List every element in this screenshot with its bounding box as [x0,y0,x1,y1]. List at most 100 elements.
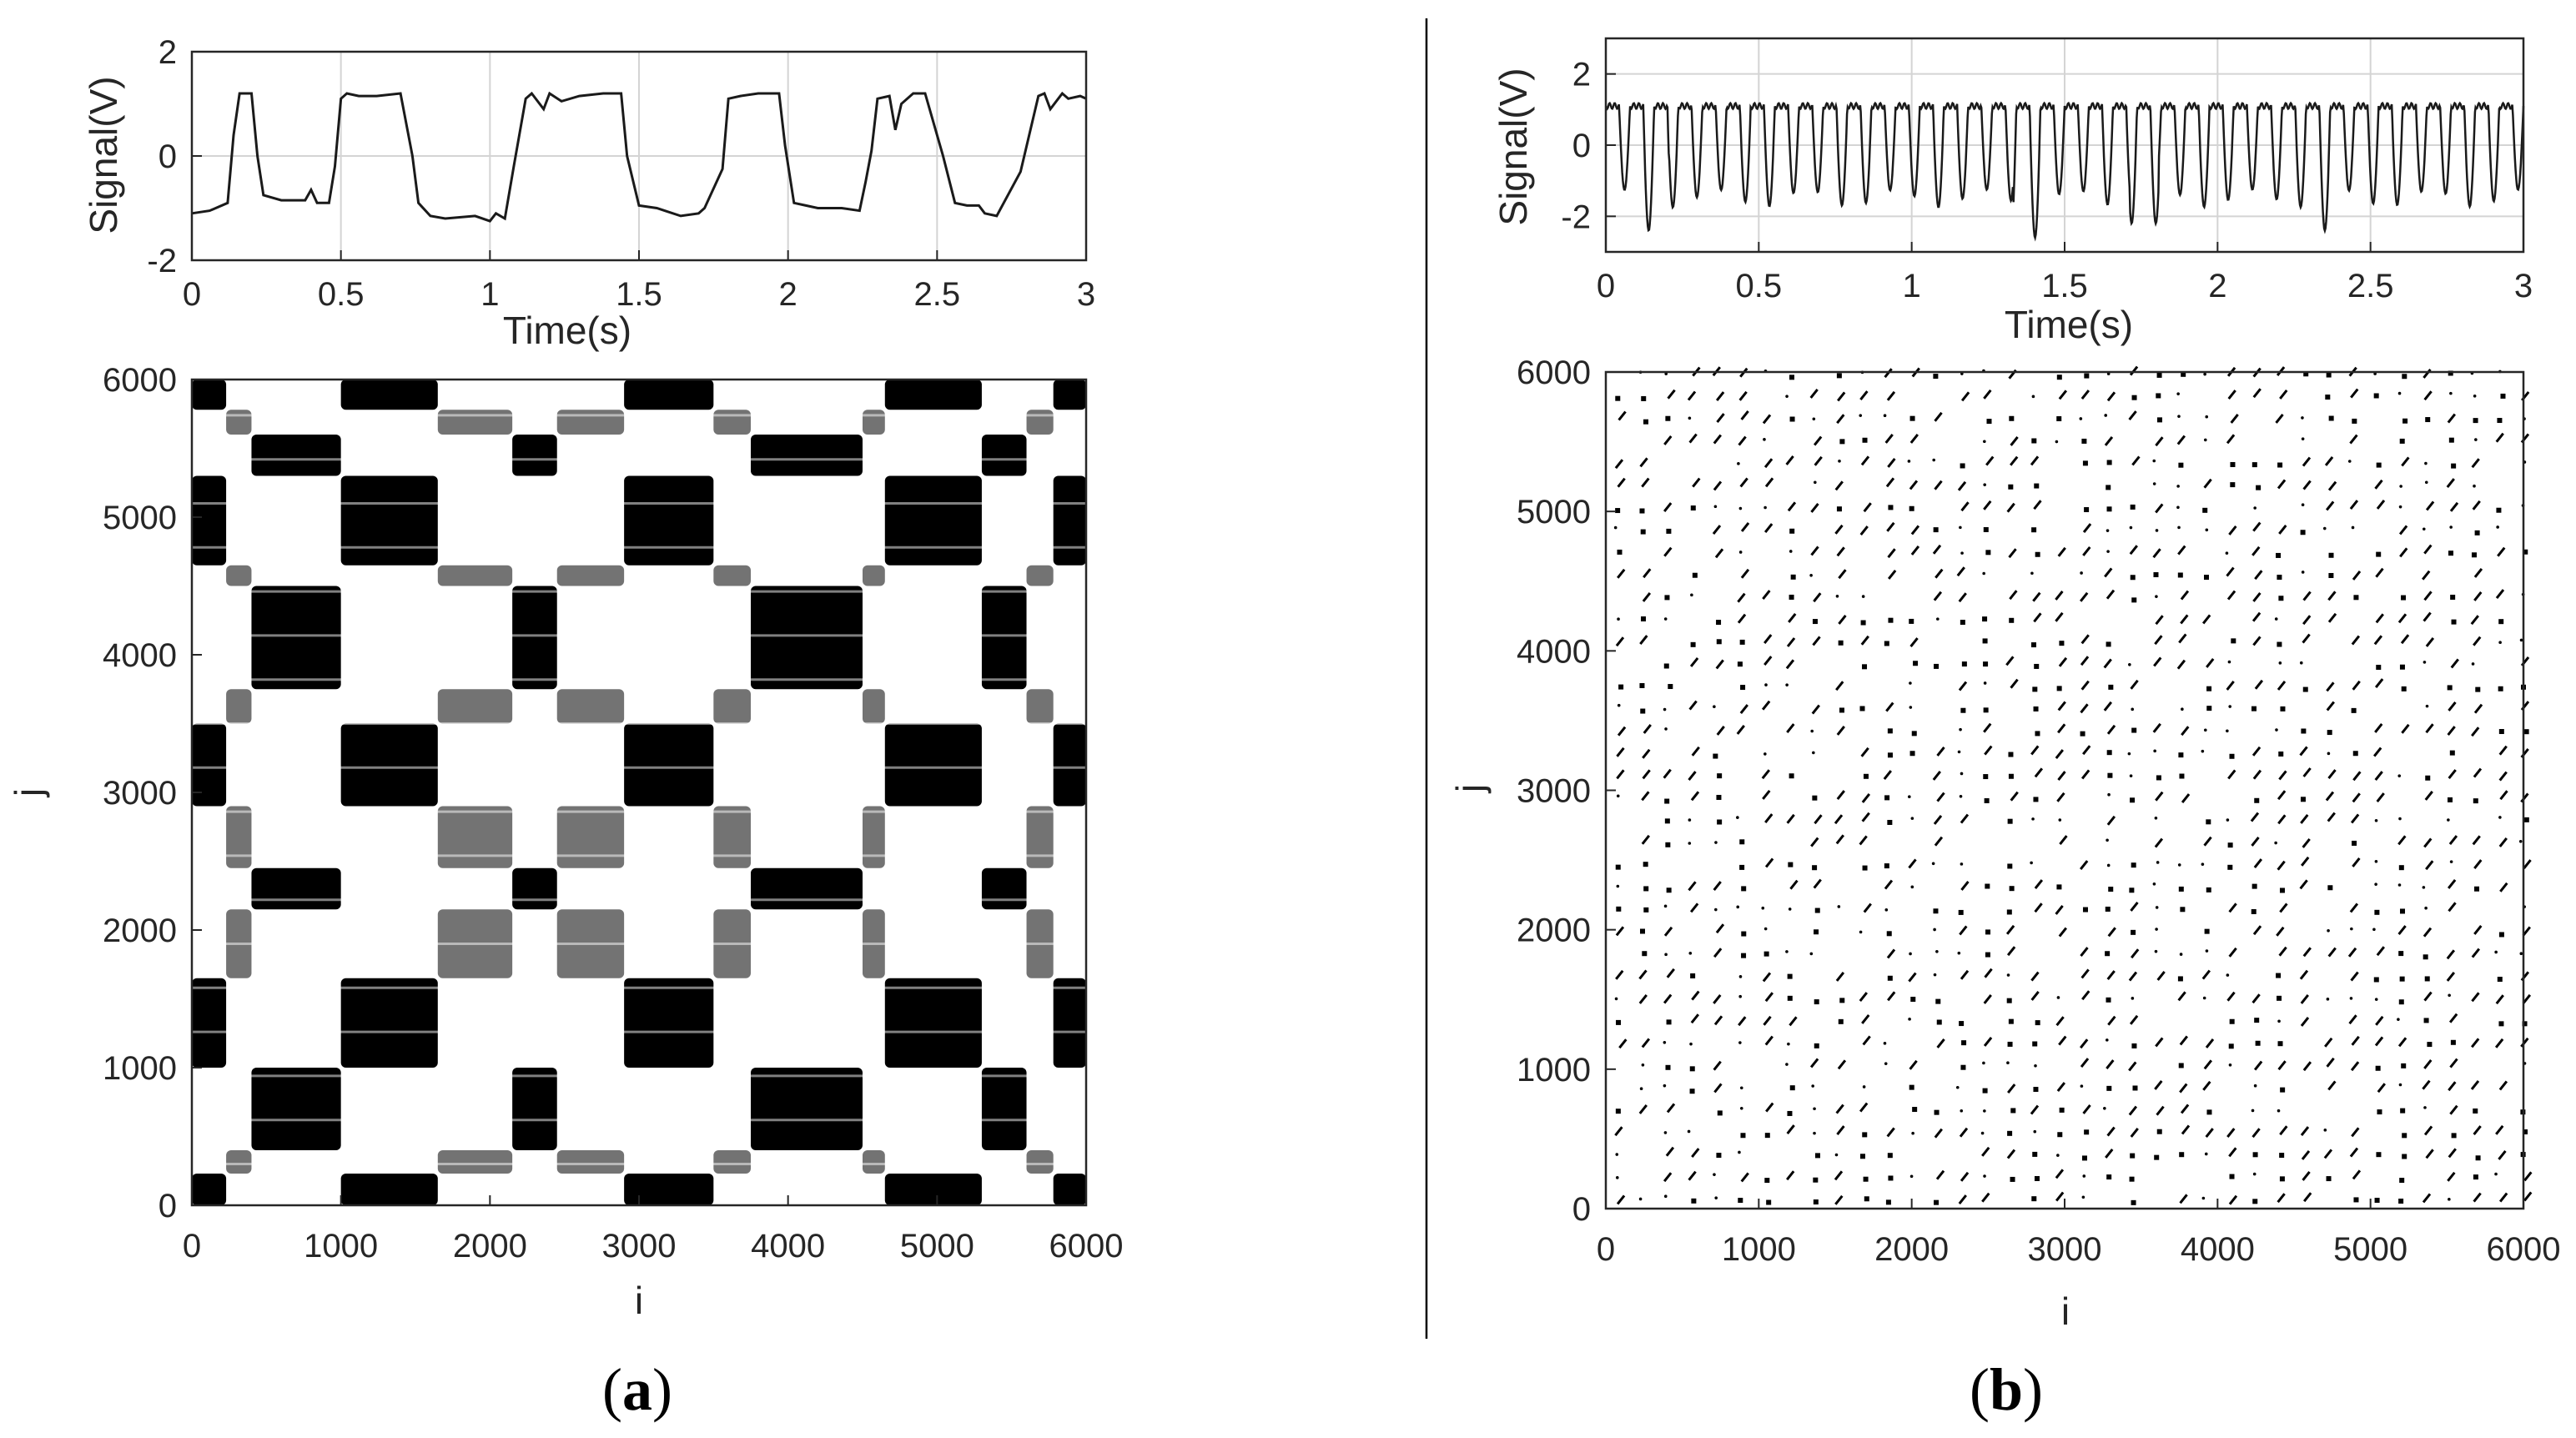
recurrence-mark [2519,952,2523,956]
recurrence-block [340,978,438,1068]
recurrence-mark [2031,395,2035,399]
recurrence-mark [2351,1035,2360,1046]
recurrence-mark [2422,886,2426,889]
recurrence-mark [2010,678,2019,689]
panel-a-signal-line [191,91,1087,223]
recurrence-mark [2128,662,2131,666]
recurrence-mark [1689,1089,1695,1094]
recurrence-mark [2107,772,2113,778]
recurrence-mark [1642,748,1651,759]
recurrence-mark [2131,1199,2136,1205]
recurrence-mark [1738,1150,1741,1154]
recurrence-mark [2251,706,2257,711]
recurrence-mark [1983,722,1992,733]
recurrence-mark [1789,1085,1795,1091]
panel-a-signal-grid [191,51,1087,261]
x-tick-label: 1 [1903,268,1921,304]
x-tick-label: 3000 [2028,1231,2102,1268]
recurrence-mark [2152,548,2161,559]
recurrence-block [713,1150,751,1174]
recurrence-mark [2423,1125,2433,1136]
recurrence-mark [1763,458,1774,469]
recurrence-mark [1763,752,1767,756]
recurrence-mark [2402,1154,2407,1159]
recurrence-mark [2204,1152,2208,1156]
recurrence-mark [2080,769,2090,780]
recurrence-mark [2397,613,2407,624]
recurrence-block [884,1174,982,1205]
recurrence-mark [2106,506,2112,512]
recurrence-mark [2080,634,2090,645]
recurrence-mark [2518,839,2523,843]
recurrence-mark [2327,612,2337,623]
recurrence-mark [1862,664,1868,670]
recurrence-mark [1814,929,1819,935]
recurrence-mark [2451,619,2457,625]
recurrence-mark [2203,1059,2213,1070]
recurrence-mark [2231,638,2236,644]
recurrence-mark [2402,1133,2407,1139]
recurrence-mark [1618,1038,1628,1049]
recurrence-mark [2255,1040,2261,1046]
recurrence-mark [2301,1149,2311,1160]
recurrence-mark [2055,1169,2065,1179]
recurrence-mark [2471,948,2481,958]
caption-b-letter: b [1990,1356,2023,1423]
recurrence-mark [1789,550,1793,553]
recurrence-mark [2523,729,2529,735]
recurrence-mark [2057,723,2066,734]
recurrence-mark [2402,418,2408,424]
caption-b: (b) [1970,1356,2043,1423]
recurrence-mark [2008,752,2014,757]
recurrence-mark [2032,591,2041,602]
recurrence-mark [1982,1061,1985,1065]
recurrence-mark [2055,904,2064,915]
recurrence-mark [1738,1016,1747,1027]
x-tick-label: 2000 [1874,1231,1949,1268]
recurrence-mark [2131,997,2135,1000]
recurrence-mark [1933,908,1939,914]
recurrence-mark [1859,930,1863,934]
recurrence-mark [2154,817,2158,820]
recurrence-mark [1663,707,1667,711]
recurrence-block [556,410,625,435]
recurrence-mark [2424,480,2428,485]
recurrence-mark [2178,886,2184,892]
recurrence-mark [1740,685,1746,691]
recurrence-mark [1859,525,1869,536]
recurrence-mark [2425,636,2435,647]
recurrence-mark [2009,590,2018,601]
x-tick-label: 6000 [2487,1231,2561,1268]
recurrence-mark [2252,1172,2257,1176]
recurrence-mark [2227,842,2233,848]
recurrence-mark [1862,1035,1871,1046]
recurrence-mark [1642,769,1651,780]
recurrence-mark [2425,723,2434,734]
recurrence-mark [1810,837,1819,847]
recurrence-mark [2301,416,2304,420]
recurrence-mark [1863,502,1872,513]
recurrence-mark [1761,769,1771,780]
recurrence-mark [2176,505,2180,510]
y-tick-label: 2 [158,34,177,71]
recurrence-mark [1985,952,1990,958]
recurrence-mark [1955,1085,1960,1089]
recurrence-mark [2276,926,2285,937]
recurrence-mark [2376,500,2386,510]
recurrence-mark [1984,745,1993,756]
recurrence-mark [2449,1104,2458,1115]
recurrence-mark [2153,749,2156,753]
recurrence-mark [2353,595,2359,601]
recurrence-mark [1836,414,1845,425]
recurrence-mark [1713,753,1718,759]
y-tick-label: 3000 [1517,773,1591,810]
recurrence-mark [2081,1155,2087,1161]
recurrence-mark [2450,1039,2456,1045]
recurrence-mark [1957,951,1961,955]
recurrence-mark [2032,686,2038,692]
recurrence-mark [2474,438,2478,441]
recurrence-mark [2106,641,2111,647]
recurrence-mark [2250,812,2260,822]
recurrence-mark [2080,680,2090,691]
recurrence-mark [2447,413,2457,424]
